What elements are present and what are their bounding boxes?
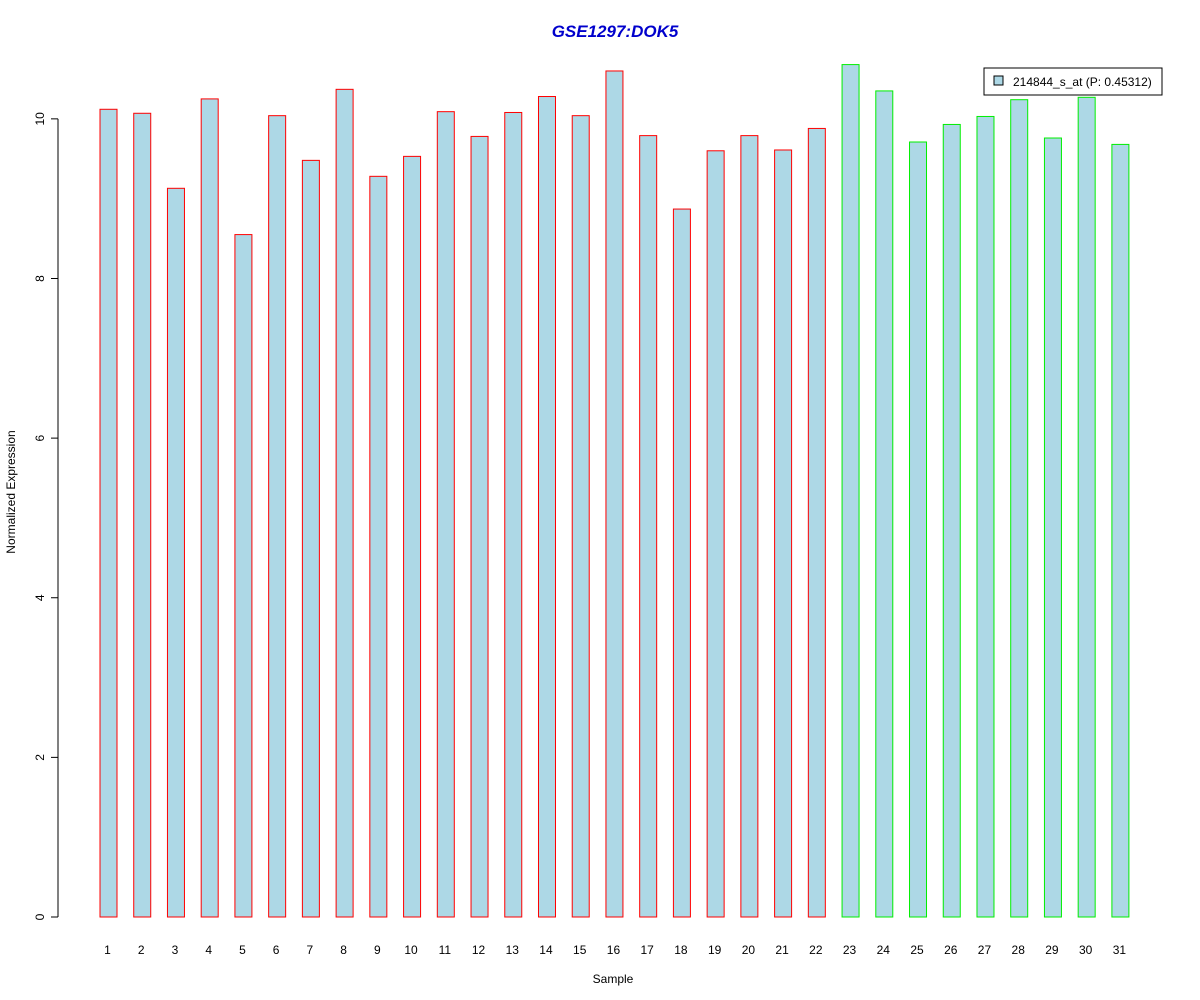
x-tick-label: 26 bbox=[944, 943, 958, 957]
bar-28 bbox=[1010, 99, 1029, 918]
x-tick-label: 8 bbox=[340, 943, 347, 957]
bar-29 bbox=[1043, 137, 1062, 918]
bar-7 bbox=[301, 159, 320, 918]
y-tick-label: 4 bbox=[33, 594, 47, 601]
x-tick-label: 19 bbox=[708, 943, 722, 957]
legend-box bbox=[983, 67, 1163, 96]
legend-label: 214844_s_at (P: 0.45312) bbox=[1013, 75, 1152, 89]
bar-22 bbox=[807, 127, 826, 918]
bar-9 bbox=[369, 175, 388, 918]
bar-25 bbox=[909, 141, 928, 918]
x-tick-label: 13 bbox=[506, 943, 520, 957]
y-axis-label: Normalized Expression bbox=[4, 430, 18, 553]
bar-18 bbox=[672, 208, 691, 918]
x-tick-label: 2 bbox=[138, 943, 145, 957]
x-tick-label: 20 bbox=[742, 943, 756, 957]
x-tick-label: 27 bbox=[978, 943, 992, 957]
x-tick-label: 23 bbox=[843, 943, 857, 957]
bar-10 bbox=[403, 155, 422, 918]
y-tick-label: 8 bbox=[33, 275, 47, 282]
bar-2 bbox=[133, 112, 152, 918]
x-tick-label: 6 bbox=[273, 943, 280, 957]
x-tick-label: 22 bbox=[809, 943, 823, 957]
x-axis: 1 2 3 4 5 6 7 8 9 10 11 12 13 14 15 16 17 18 19 20 21 22 23 24 2… bbox=[104, 943, 1126, 957]
legend: 214844_s_at (P: 0.45312) bbox=[983, 67, 1163, 96]
bar-1 bbox=[99, 108, 118, 918]
bar-15 bbox=[571, 115, 590, 918]
bar-8 bbox=[335, 88, 354, 918]
x-tick-label: 24 bbox=[877, 943, 891, 957]
y-tick-label: 0 bbox=[33, 913, 47, 920]
bar-31 bbox=[1111, 143, 1130, 918]
bar-16 bbox=[605, 70, 624, 918]
bar-24 bbox=[875, 90, 894, 918]
bars bbox=[99, 64, 1130, 918]
bar-27 bbox=[976, 115, 995, 918]
x-tick-label: 12 bbox=[472, 943, 486, 957]
bar-12 bbox=[470, 135, 489, 918]
bar-13 bbox=[504, 111, 523, 918]
x-tick-label: 11 bbox=[439, 943, 452, 957]
x-tick-label: 10 bbox=[404, 943, 418, 957]
x-tick-label: 16 bbox=[607, 943, 621, 957]
bar-19 bbox=[706, 150, 725, 918]
legend-swatch bbox=[993, 75, 1004, 86]
x-tick-label: 4 bbox=[205, 943, 212, 957]
bar-6 bbox=[268, 115, 287, 918]
x-tick-label: 15 bbox=[573, 943, 587, 957]
x-tick-label: 29 bbox=[1045, 943, 1059, 957]
x-tick-label: 25 bbox=[910, 943, 924, 957]
x-tick-label: 7 bbox=[307, 943, 314, 957]
y-tick-label: 2 bbox=[33, 754, 47, 761]
bar-26 bbox=[942, 123, 961, 918]
x-tick-label: 3 bbox=[172, 943, 179, 957]
chart-title: GSE1297:DOK5 bbox=[552, 22, 679, 41]
bar-21 bbox=[774, 149, 793, 918]
y-tick-label: 10 bbox=[33, 112, 47, 126]
bar-3 bbox=[166, 187, 185, 918]
x-tick-label: 18 bbox=[674, 943, 688, 957]
bar-20 bbox=[740, 135, 759, 918]
x-tick-label: 30 bbox=[1079, 943, 1093, 957]
bar-30 bbox=[1077, 96, 1096, 918]
y-tick-label: 6 bbox=[33, 434, 47, 441]
bar-4 bbox=[200, 98, 219, 918]
bar-14 bbox=[537, 96, 556, 918]
x-tick-label: 5 bbox=[239, 943, 246, 957]
x-tick-label: 14 bbox=[539, 943, 553, 957]
x-tick-label: 17 bbox=[641, 943, 655, 957]
x-tick-label: 21 bbox=[775, 943, 789, 957]
bar-5 bbox=[234, 234, 253, 918]
bar-23 bbox=[841, 64, 860, 918]
x-tick-label: 1 bbox=[104, 943, 111, 957]
x-tick-label: 9 bbox=[374, 943, 381, 957]
y-axis: 0 2 4 6 8 10 bbox=[33, 112, 59, 920]
bar-17 bbox=[639, 135, 658, 918]
x-axis-label: Sample bbox=[593, 972, 634, 986]
bar-11 bbox=[436, 111, 455, 918]
x-tick-label: 31 bbox=[1113, 943, 1127, 957]
x-tick-label: 28 bbox=[1012, 943, 1026, 957]
